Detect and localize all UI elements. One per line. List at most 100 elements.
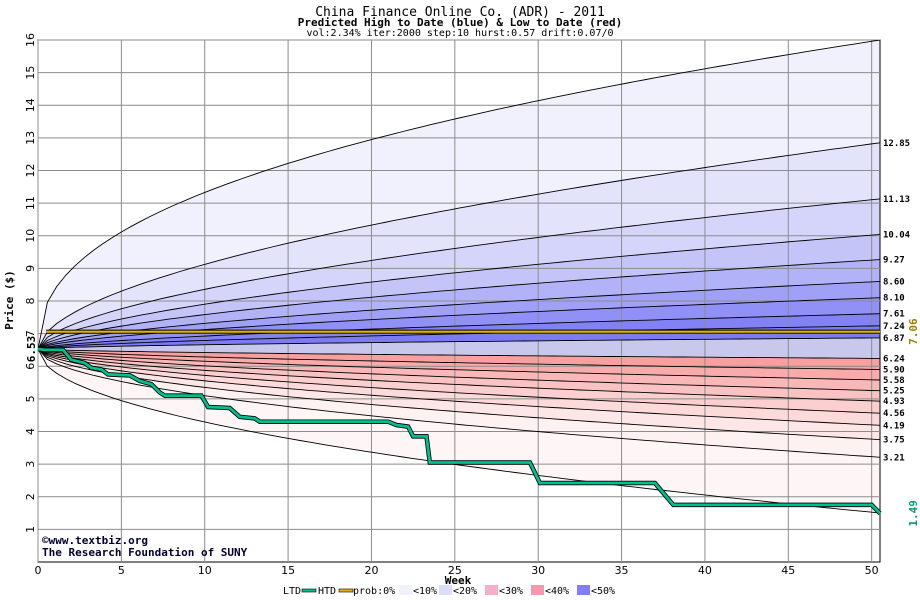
x-tick-50: 50 bbox=[865, 564, 879, 577]
quantile-line-2 bbox=[38, 198, 880, 350]
quantile-line-12 bbox=[38, 348, 880, 381]
y-tick-13: 13 bbox=[24, 131, 37, 145]
quantile-lines bbox=[38, 40, 880, 514]
start-price-label: 6.53 bbox=[25, 336, 38, 363]
quantile-label-7: 7.61 bbox=[883, 310, 905, 320]
htd-value-label: 7.06 bbox=[907, 318, 920, 345]
ltd-line bbox=[37, 347, 882, 515]
legend-swatch-5 bbox=[485, 585, 498, 595]
quantile-label-9: 6.87 bbox=[883, 334, 905, 344]
y-tick-8: 8 bbox=[24, 298, 37, 305]
quantile-label-12: 5.58 bbox=[883, 376, 905, 386]
legend-label-7: <50% bbox=[591, 586, 615, 597]
quantile-line-13 bbox=[38, 348, 880, 392]
quantile-line-8 bbox=[38, 325, 880, 350]
ltd-value-label: 1.49 bbox=[907, 500, 920, 527]
watermark-site: ©www.textbiz.org bbox=[42, 534, 148, 547]
y-tick-15: 15 bbox=[24, 66, 37, 80]
high-band-2 bbox=[38, 198, 880, 349]
quantile-line-5 bbox=[38, 280, 880, 350]
x-tick-40: 40 bbox=[698, 564, 712, 577]
quantile-line-18 bbox=[38, 348, 880, 458]
high-band-1 bbox=[38, 142, 880, 349]
quantile-line-7 bbox=[38, 313, 880, 350]
legend-swatch-3 bbox=[399, 585, 412, 595]
legend-swatch-1 bbox=[338, 588, 354, 593]
x-tick-0: 0 bbox=[35, 564, 42, 577]
y-tick-4: 4 bbox=[24, 428, 37, 435]
quantile-line-9 bbox=[38, 337, 880, 350]
legend-swatch-6 bbox=[531, 585, 544, 595]
x-tick-25: 25 bbox=[448, 564, 462, 577]
series: 6.53 7.06 1.49 bbox=[25, 318, 920, 527]
y-axis-label: Price ($) bbox=[3, 270, 16, 330]
low-band-0 bbox=[38, 349, 880, 370]
chart-subtitle: Predicted High to Date (blue) & Low to D… bbox=[298, 16, 623, 29]
low-band-6 bbox=[38, 349, 880, 440]
quantile-line-10 bbox=[38, 348, 880, 359]
quantile-line-16 bbox=[38, 348, 880, 426]
y-tick-11: 11 bbox=[24, 196, 37, 210]
quantile-line-14 bbox=[38, 348, 880, 402]
y-tick-5: 5 bbox=[24, 395, 37, 402]
x-tick-35: 35 bbox=[615, 564, 629, 577]
low-band-5 bbox=[38, 349, 880, 426]
x-tick-15: 15 bbox=[281, 564, 295, 577]
center-band bbox=[38, 337, 880, 359]
quantile-label-5: 8.60 bbox=[883, 277, 905, 287]
y-tick-10: 10 bbox=[24, 229, 37, 243]
x-axis-label: Week bbox=[445, 574, 472, 587]
legend-swatch-0 bbox=[301, 588, 317, 593]
quantile-label-15: 4.56 bbox=[883, 409, 905, 419]
quantile-line-0 bbox=[38, 40, 880, 350]
quantile-label-16: 4.19 bbox=[883, 421, 905, 431]
quantile-line-19 bbox=[38, 348, 880, 514]
legend-label-1: HTD bbox=[318, 586, 336, 597]
quantile-label-4: 9.27 bbox=[883, 256, 905, 266]
legend: LTD HTD prob:0% <10% <20% <30% <40% <50% bbox=[283, 585, 615, 597]
quantile-label-6: 8.10 bbox=[883, 294, 905, 304]
legend-swatch-7 bbox=[577, 585, 590, 595]
x-tick-10: 10 bbox=[198, 564, 212, 577]
x-tick-45: 45 bbox=[781, 564, 795, 577]
quantile-line-15 bbox=[38, 348, 880, 414]
y-tick-9: 9 bbox=[24, 265, 37, 272]
quantile-label-3: 10.04 bbox=[883, 230, 911, 240]
legend-swatch-4 bbox=[439, 585, 452, 595]
low-band-1 bbox=[38, 349, 880, 380]
axis-ticks: 0 5 10 15 20 25 30 35 40 45 5012345678910111213141… bbox=[24, 33, 879, 577]
y-tick-14: 14 bbox=[24, 98, 37, 112]
legend-label-4: <20% bbox=[453, 586, 477, 597]
quantile-label-17: 3.75 bbox=[883, 436, 905, 446]
quantile-label-11: 5.90 bbox=[883, 366, 905, 376]
y-tick-16: 16 bbox=[24, 33, 37, 47]
watermark-org: The Research Foundation of SUNY bbox=[42, 546, 248, 559]
quantile-line-11 bbox=[38, 348, 880, 370]
high-band-3 bbox=[38, 234, 880, 349]
quantile-line-1 bbox=[38, 142, 880, 350]
y-tick-3: 3 bbox=[24, 461, 37, 468]
quantile-line-3 bbox=[38, 233, 880, 350]
y-tick-7: 7 bbox=[24, 330, 37, 337]
quantile-label-2: 11.13 bbox=[883, 195, 910, 205]
chart-title: China Finance Online Co. (ADR) - 2011 bbox=[315, 5, 605, 20]
x-tick-30: 30 bbox=[531, 564, 545, 577]
legend-label-6: <40% bbox=[545, 586, 569, 597]
y-tick-2: 2 bbox=[24, 493, 37, 500]
legend-label-0: LTD bbox=[283, 586, 301, 597]
quantile-label-8: 7.24 bbox=[883, 322, 905, 332]
legend-label-2: prob:0% bbox=[353, 586, 395, 597]
y-tick-6: 6 bbox=[24, 363, 37, 370]
quantile-label-13: 5.25 bbox=[883, 387, 905, 397]
legend-label-3: <10% bbox=[413, 586, 437, 597]
low-band-4 bbox=[38, 349, 880, 414]
high-band-6 bbox=[38, 297, 880, 349]
low-band-3 bbox=[38, 349, 880, 402]
high-band-0 bbox=[38, 40, 880, 349]
x-tick-5: 5 bbox=[118, 564, 125, 577]
quantile-line-17 bbox=[38, 348, 880, 441]
quantile-line-4 bbox=[38, 259, 880, 350]
low-band-7 bbox=[38, 349, 880, 458]
quantile-labels: 12.85 11.13 10.04 9.27 8.60 8.10 7.61 7.24 6.87 6… bbox=[883, 139, 911, 464]
